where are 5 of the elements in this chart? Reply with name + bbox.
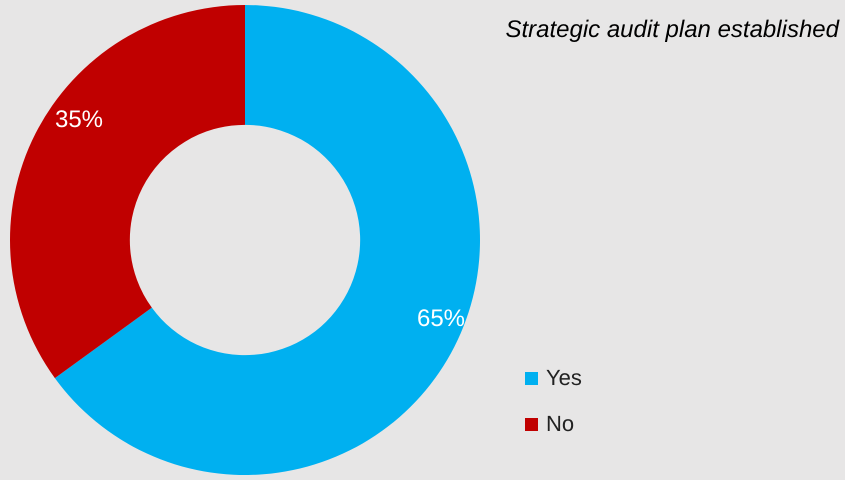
data-label: 35% <box>54 106 104 134</box>
data-label: 65% <box>416 305 466 332</box>
legend-label: No <box>546 411 574 437</box>
legend-label: Yes <box>546 365 582 391</box>
text: Strategic audit plan established <box>505 16 839 44</box>
